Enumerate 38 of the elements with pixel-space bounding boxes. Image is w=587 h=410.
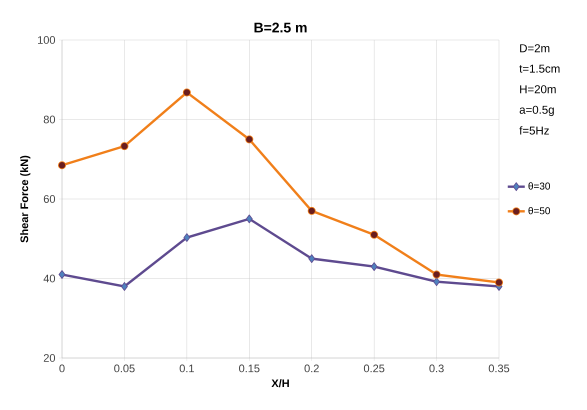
y-tick-label: 20	[44, 354, 56, 362]
text: a=0.5g	[520, 106, 554, 116]
chart-title: B=2.5 m	[254, 22, 307, 33]
point	[58, 161, 66, 170]
y-tick-label: 100	[38, 36, 56, 44]
legend-label: θ=50	[528, 206, 550, 214]
y-axis-title: Shear Force (kN)	[20, 156, 30, 243]
text: f=5Hz	[519, 126, 549, 135]
y-tick-label: 60	[44, 195, 56, 203]
point	[370, 230, 378, 239]
point	[183, 233, 190, 242]
x-tick-label: 0.2	[304, 364, 319, 372]
y-tick-label: 40	[44, 274, 56, 282]
text: t=1.5cm	[519, 64, 560, 73]
point	[432, 270, 441, 279]
point	[308, 254, 316, 264]
x-tick-label: 0.05	[114, 364, 135, 372]
point	[495, 278, 504, 286]
x-tick-label: 0.25	[364, 364, 384, 372]
x-tick-label: 0.35	[488, 364, 510, 372]
point	[58, 270, 66, 279]
point	[308, 206, 316, 215]
legend-label: θ=30	[528, 182, 550, 190]
point	[245, 135, 254, 144]
point	[246, 214, 253, 224]
x-axis-title: X/H	[271, 379, 289, 388]
point	[433, 277, 440, 286]
point	[121, 282, 128, 291]
x-tick-label: 0.3	[429, 364, 444, 372]
text: D=2m	[520, 44, 550, 52]
x-tick-label: 0	[59, 364, 65, 372]
x-tick-label: 0.15	[239, 364, 260, 372]
text: H=20m	[520, 85, 556, 94]
point	[120, 142, 128, 150]
x-tick-label: 0.1	[180, 364, 194, 372]
point	[182, 88, 191, 96]
point	[370, 262, 378, 271]
y-tick-label: 80	[44, 116, 56, 124]
